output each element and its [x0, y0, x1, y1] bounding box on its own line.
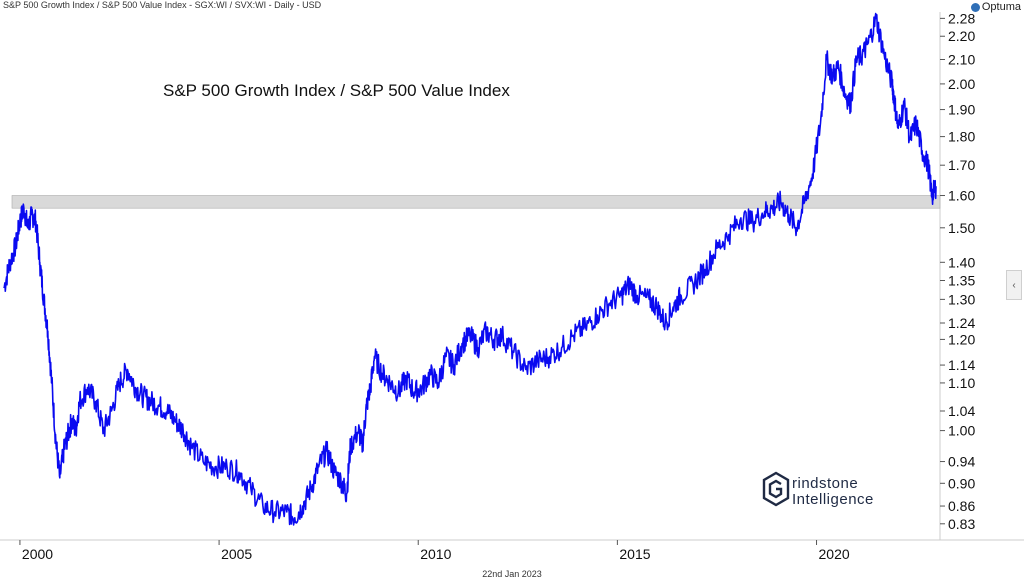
x-tick-label: 2010: [420, 546, 451, 562]
brand-name: Optuma: [981, 1, 1021, 13]
y-tick-label: 1.30: [948, 291, 975, 307]
y-tick-label: 0.83: [948, 516, 975, 532]
y-tick-label: 2.28: [948, 10, 975, 26]
y-tick-label: 1.00: [948, 423, 975, 439]
chart-title: S&P 500 Growth Index / S&P 500 Value Ind…: [163, 81, 510, 100]
x-tick-label: 2020: [819, 546, 850, 562]
y-tick-label: 1.04: [948, 403, 975, 419]
x-axis: 2000 2005 2010 2015 2020: [19, 540, 850, 562]
y-tick-label: 1.10: [948, 375, 975, 391]
collapse-panel-button[interactable]: ‹: [1006, 270, 1022, 300]
y-tick-label: 0.94: [948, 454, 975, 470]
y-tick-label: 2.10: [948, 52, 975, 68]
optuma-logo-icon: [970, 2, 980, 12]
x-tick-label: 2005: [221, 546, 252, 562]
y-tick-label: 1.40: [948, 254, 975, 270]
y-tick-label: 0.86: [948, 498, 975, 514]
x-tick-label: 2015: [619, 546, 650, 562]
resistance-band: [11, 195, 941, 209]
y-tick-label: 1.70: [948, 157, 975, 173]
y-tick-label: 1.24: [948, 315, 975, 331]
y-tick-label: 1.60: [948, 188, 975, 204]
y-tick-label: 1.14: [948, 357, 975, 373]
y-axis: 2.28 2.20 2.10 2.00 1.90 1.80 1.70 1.60 1.50 1.40…: [940, 10, 975, 532]
y-tick-label: 0.90: [948, 475, 975, 491]
hexagon-g-logo-icon: [762, 471, 790, 507]
y-tick-label: 1.80: [948, 129, 975, 145]
y-tick-label: 2.00: [948, 76, 975, 92]
footer-date: 22nd Jan 2023: [482, 569, 542, 579]
chart-header: S&P 500 Growth Index / S&P 500 Value Ind…: [3, 0, 322, 10]
ratio-series-line: [3, 12, 937, 526]
watermark: rindstone Intelligence: [762, 467, 932, 513]
watermark-line2: Intelligence: [792, 491, 874, 508]
y-tick-label: 1.50: [948, 220, 975, 236]
y-tick-label: 2.20: [948, 28, 975, 44]
y-tick-label: 1.20: [948, 331, 975, 347]
y-tick-label: 1.90: [948, 102, 975, 118]
y-tick-label: 1.35: [948, 272, 975, 288]
x-tick-label: 2000: [22, 546, 53, 562]
brand-logo: Optuma: [970, 1, 1021, 13]
watermark-line1: rindstone: [792, 475, 859, 492]
